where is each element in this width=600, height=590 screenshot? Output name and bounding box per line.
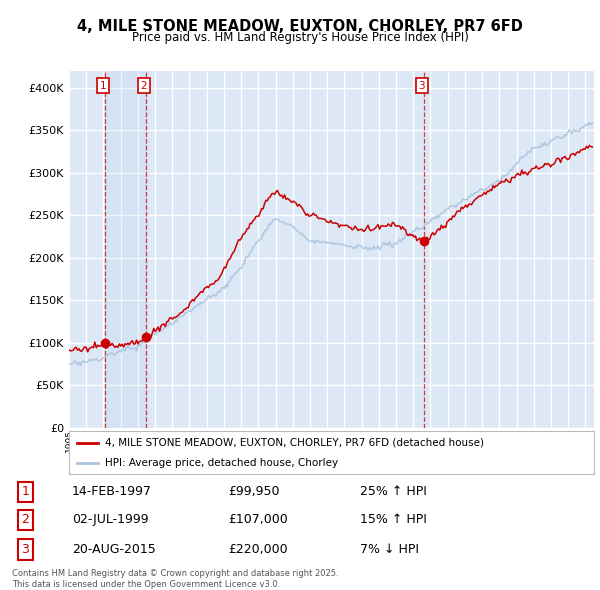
Text: Price paid vs. HM Land Registry's House Price Index (HPI): Price paid vs. HM Land Registry's House … <box>131 31 469 44</box>
Text: 15% ↑ HPI: 15% ↑ HPI <box>360 513 427 526</box>
Text: 20-AUG-2015: 20-AUG-2015 <box>72 543 156 556</box>
Text: 02-JUL-1999: 02-JUL-1999 <box>72 513 149 526</box>
Text: Contains HM Land Registry data © Crown copyright and database right 2025.
This d: Contains HM Land Registry data © Crown c… <box>12 569 338 589</box>
Text: 2: 2 <box>21 513 29 526</box>
Text: £107,000: £107,000 <box>228 513 288 526</box>
Bar <box>106 71 146 428</box>
Text: 4, MILE STONE MEADOW, EUXTON, CHORLEY, PR7 6FD: 4, MILE STONE MEADOW, EUXTON, CHORLEY, P… <box>77 19 523 34</box>
Text: 3: 3 <box>418 81 425 91</box>
Text: 1: 1 <box>21 486 29 499</box>
Text: 25% ↑ HPI: 25% ↑ HPI <box>360 486 427 499</box>
Text: 4, MILE STONE MEADOW, EUXTON, CHORLEY, PR7 6FD (detached house): 4, MILE STONE MEADOW, EUXTON, CHORLEY, P… <box>105 438 484 448</box>
Text: £220,000: £220,000 <box>228 543 287 556</box>
Text: £99,950: £99,950 <box>228 486 280 499</box>
Text: 2: 2 <box>140 81 147 91</box>
Text: 14-FEB-1997: 14-FEB-1997 <box>72 486 152 499</box>
Text: 7% ↓ HPI: 7% ↓ HPI <box>360 543 419 556</box>
Text: HPI: Average price, detached house, Chorley: HPI: Average price, detached house, Chor… <box>105 458 338 468</box>
Text: 3: 3 <box>21 543 29 556</box>
Text: 1: 1 <box>100 81 106 91</box>
